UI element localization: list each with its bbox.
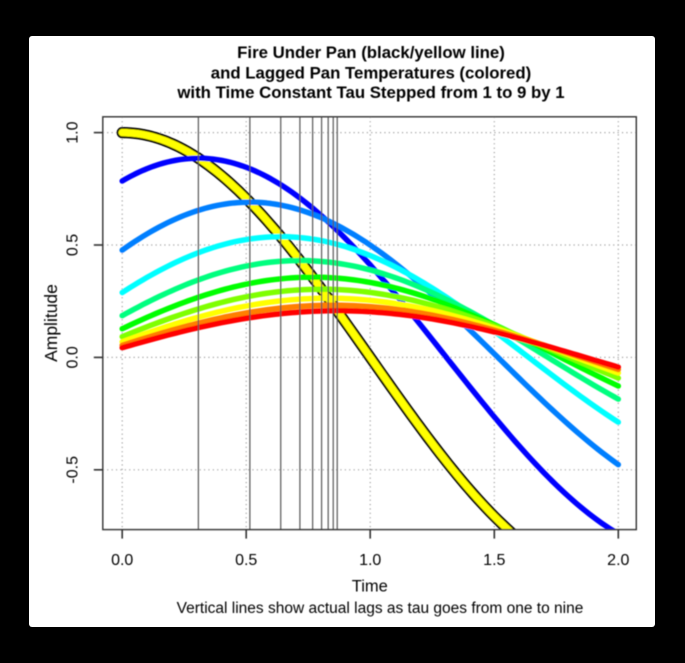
svg-text:1.5: 1.5	[483, 552, 505, 569]
svg-text:0.5: 0.5	[235, 552, 257, 569]
svg-text:Amplitude: Amplitude	[41, 284, 61, 362]
svg-text:1.0: 1.0	[359, 552, 381, 569]
svg-text:2.0: 2.0	[607, 552, 629, 569]
svg-text:Fire Under Pan (black/yellow l: Fire Under Pan (black/yellow line)	[237, 43, 505, 62]
svg-text:Time: Time	[352, 577, 388, 595]
svg-text:0.0: 0.0	[111, 552, 133, 569]
svg-text:with Time Constant Tau Stepped: with Time Constant Tau Stepped from 1 to…	[176, 83, 564, 102]
svg-text:0.5: 0.5	[65, 234, 82, 256]
svg-text:-0.5: -0.5	[65, 456, 82, 484]
svg-text:and Lagged Pan Temperatures (c: and Lagged Pan Temperatures (colored)	[211, 63, 531, 82]
svg-text:Vertical lines show actual lag: Vertical lines show actual lags as tau g…	[177, 600, 584, 617]
svg-text:1.0: 1.0	[65, 121, 82, 143]
svg-text:0.0: 0.0	[65, 346, 82, 368]
